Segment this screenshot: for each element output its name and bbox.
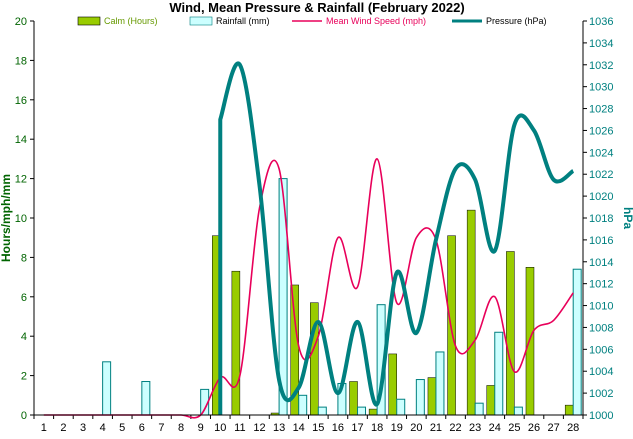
- rainfall-bar: [396, 398, 406, 416]
- y-right-tick-label: 1016: [589, 235, 613, 247]
- calm-bar: [466, 209, 476, 416]
- x-tick-label: 20: [410, 422, 422, 434]
- x-tick-label: 5: [119, 422, 125, 434]
- calm-bar: [486, 385, 496, 416]
- x-tick-label: 10: [214, 422, 226, 434]
- y-left-tick-label: 16: [15, 95, 27, 107]
- calm-bar: [349, 381, 358, 416]
- calm-bar: [310, 302, 319, 416]
- x-tick-label: 19: [391, 422, 403, 434]
- x-tick-label: 17: [351, 422, 363, 434]
- x-tick-label: 4: [100, 422, 106, 434]
- y-axis-left-ticks: 0 2 4 6 8 10 12 14 16 18 20: [15, 16, 34, 422]
- x-tick-label: 9: [198, 422, 204, 434]
- y-right-tick-label: 1000: [589, 410, 613, 422]
- rainfall-bar: [357, 406, 367, 416]
- pressure-line: [218, 61, 575, 415]
- calm-bar: [427, 377, 437, 416]
- y-left-tick-label: 6: [21, 292, 27, 304]
- x-tick-label: 12: [253, 422, 265, 434]
- rainfall-bar: [102, 361, 112, 416]
- rainfall-bar: [572, 268, 582, 416]
- x-tick-label: 3: [80, 422, 86, 434]
- x-tick-label: 13: [273, 422, 285, 434]
- x-axis-ticks: 1 2 3 4 5 6 7 8 9 10 11 12 13 14 15 16 17 18 19 20 21 22 23 24 2…: [33, 415, 584, 434]
- y-right-tick-label: 1008: [589, 322, 613, 334]
- y-left-tick-label: 14: [15, 134, 27, 146]
- legend-label: Rainfall (mm): [216, 16, 270, 26]
- y-left-tick-label: 8: [21, 252, 27, 264]
- y-right-tick-label: 1032: [589, 60, 613, 72]
- y-right-tick-label: 1018: [589, 213, 613, 225]
- x-tick-label: 15: [312, 422, 324, 434]
- chart-title: Wind, Mean Pressure & Rainfall (February…: [169, 0, 464, 15]
- y-axis-right-ticks: 1000 1002 1004 1006 1008 1010 1012 1014 1016 1018…: [583, 16, 613, 422]
- x-tick-label: 1: [41, 422, 47, 434]
- calm-bar: [388, 353, 397, 416]
- calm-bar: [506, 251, 515, 416]
- legend-label: Pressure (hPa): [486, 16, 547, 26]
- x-tick-label: 14: [293, 422, 305, 434]
- y-right-tick-label: 1036: [589, 16, 613, 28]
- rainfall-bars: [102, 178, 582, 416]
- y-axis-left-label: Hours/mph/mm: [0, 174, 13, 262]
- x-tick-label: 11: [234, 422, 245, 434]
- legend: Calm (Hours) Rainfall (mm) Mean Wind Speed…: [77, 16, 547, 26]
- y-axis-right-label: hPa: [621, 207, 633, 229]
- calm-bar: [564, 404, 574, 416]
- y-left-tick-label: 4: [21, 331, 27, 343]
- x-tick-label: 18: [371, 422, 383, 434]
- y-right-tick-label: 1004: [589, 366, 613, 378]
- y-left-tick-label: 12: [15, 174, 27, 186]
- legend-swatch: [189, 16, 213, 26]
- y-right-tick-label: 1010: [589, 301, 613, 313]
- calm-bar: [231, 270, 241, 416]
- rainfall-bar: [317, 406, 327, 416]
- x-tick-label: 28: [567, 422, 579, 434]
- y-left-tick-label: 10: [15, 213, 27, 225]
- x-tick-label: 6: [139, 422, 145, 434]
- rainfall-bar: [435, 351, 445, 416]
- x-tick-label: 26: [528, 422, 540, 434]
- x-tick-label: 8: [178, 422, 184, 434]
- y-right-tick-label: 1006: [589, 344, 613, 356]
- y-right-tick-label: 1034: [589, 38, 613, 50]
- x-tick-label: 16: [332, 422, 344, 434]
- y-left-tick-label: 18: [15, 55, 27, 67]
- calm-bar: [368, 408, 378, 416]
- rainfall-bar: [415, 379, 425, 416]
- rainfall-bar: [494, 331, 504, 416]
- rainfall-bar: [474, 402, 484, 416]
- y-right-tick-label: 1022: [589, 169, 613, 181]
- y-left-tick-label: 0: [21, 410, 27, 422]
- y-right-tick-label: 1012: [589, 279, 613, 291]
- x-tick-label: 27: [547, 422, 559, 434]
- x-tick-label: 23: [469, 422, 481, 434]
- y-right-tick-label: 1002: [589, 388, 613, 400]
- x-tick-label: 7: [158, 422, 164, 434]
- legend-label: Mean Wind Speed (mph): [326, 16, 426, 26]
- y-left-tick-label: 20: [15, 16, 27, 28]
- rainfall-bar: [298, 394, 308, 416]
- x-tick-label: 25: [508, 422, 520, 434]
- y-right-tick-label: 1030: [589, 82, 613, 94]
- y-right-tick-label: 1028: [589, 104, 613, 116]
- y-right-tick-label: 1014: [589, 257, 613, 269]
- legend-swatch: [77, 16, 101, 26]
- y-right-tick-label: 1026: [589, 125, 613, 137]
- x-tick-label: 21: [430, 422, 442, 434]
- x-tick-label: 2: [60, 422, 66, 434]
- y-left-tick-label: 2: [21, 371, 27, 383]
- x-tick-label: 24: [489, 422, 501, 434]
- y-right-tick-label: 1020: [589, 191, 613, 203]
- rainfall-bar: [141, 381, 151, 416]
- rainfall-bar: [513, 406, 523, 416]
- x-tick-label: 22: [449, 422, 461, 434]
- y-right-tick-label: 1024: [589, 147, 613, 159]
- legend-label: Calm (Hours): [104, 16, 158, 26]
